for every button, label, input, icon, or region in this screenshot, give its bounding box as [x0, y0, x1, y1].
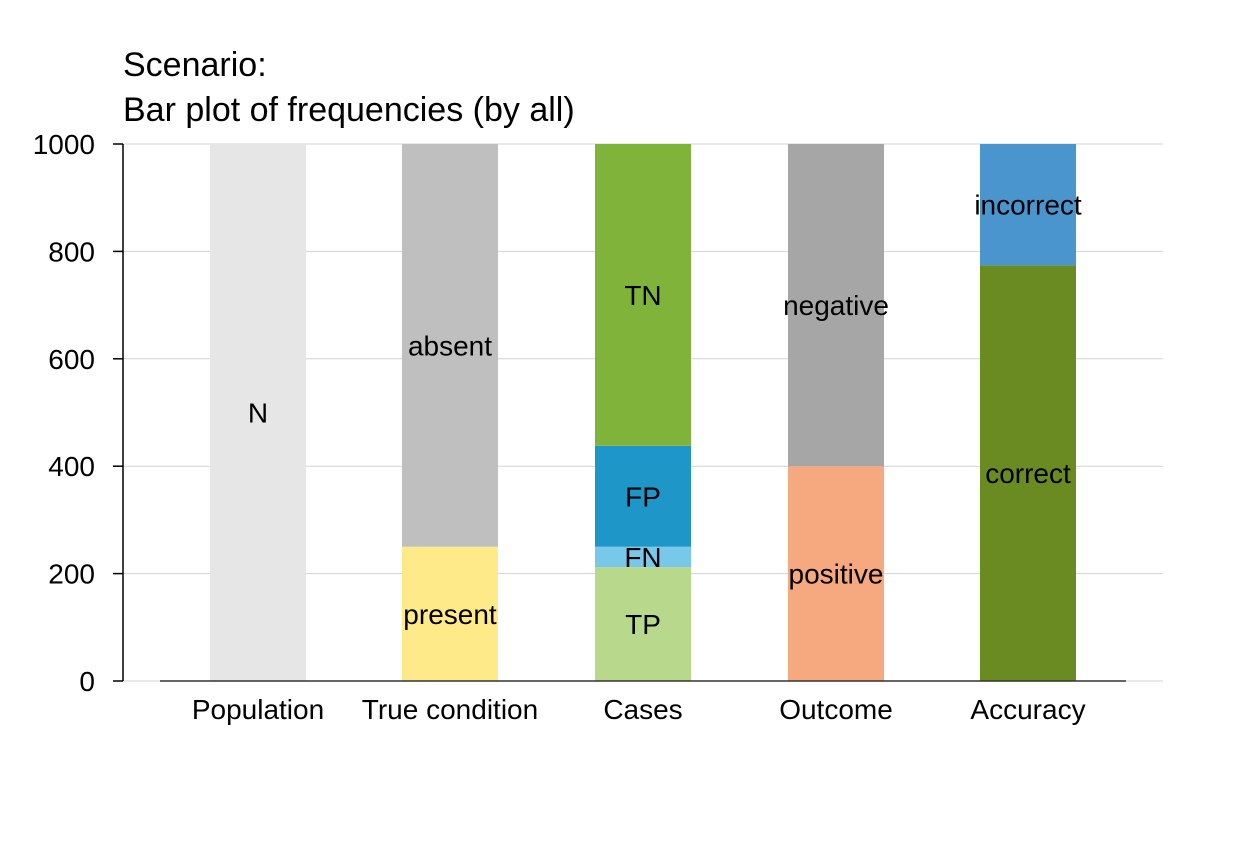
bar-segment-incorrect: [980, 144, 1076, 266]
segment-label: FP: [625, 481, 661, 512]
bar-segment-negative: [788, 144, 884, 467]
y-tick-label: 800: [48, 236, 95, 267]
bar-segment-correct: [980, 265, 1076, 681]
chart-title: Scenario:: [123, 46, 267, 84]
segment-label: negative: [783, 290, 889, 321]
chart-subtitle: Bar plot of frequencies (by all): [123, 91, 575, 129]
bar-segment-n: [210, 144, 306, 681]
bar-segment-tp: [595, 567, 691, 681]
bar-segment-positive: [788, 466, 884, 681]
segment-label: N: [248, 398, 268, 429]
x-tick-label: True condition: [362, 694, 538, 725]
x-tick-label: Outcome: [779, 694, 893, 725]
bar-segment-tn: [595, 144, 691, 446]
segment-label: positive: [789, 559, 884, 590]
x-tick-label: Cases: [603, 694, 682, 725]
bar-segment-present: [402, 546, 498, 681]
y-tick-label: 0: [79, 666, 95, 697]
y-tick-label: 200: [48, 559, 95, 590]
x-tick-label: Accuracy: [970, 694, 1085, 725]
segment-label: absent: [408, 330, 492, 361]
segment-label: FN: [624, 542, 661, 573]
y-tick-label: 400: [48, 451, 95, 482]
segment-label: incorrect: [974, 190, 1082, 221]
x-tick-label: Population: [192, 694, 324, 725]
segment-label: correct: [985, 458, 1071, 489]
bar-segment-absent: [402, 144, 498, 547]
segment-label: TN: [624, 280, 661, 311]
segment-label: present: [403, 599, 497, 630]
bar-segment-fn: [595, 546, 691, 568]
bar-segment-fp: [595, 445, 691, 547]
y-tick-label: 1000: [33, 129, 95, 160]
segment-label: TP: [625, 609, 661, 640]
y-tick-label: 600: [48, 344, 95, 375]
